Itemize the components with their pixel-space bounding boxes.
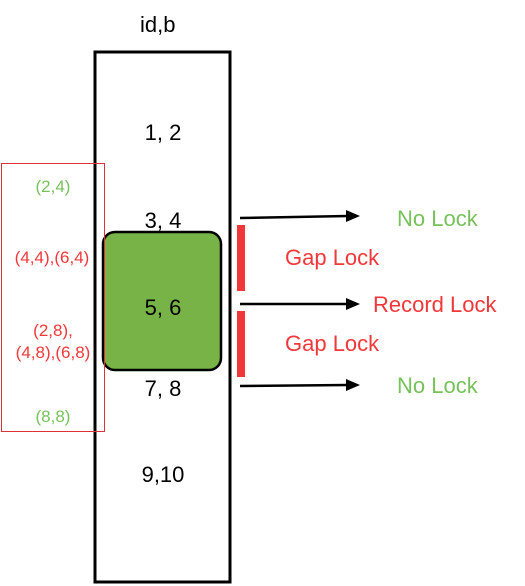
index-row-4: 7, 8: [144, 376, 182, 401]
insert-tuples-box: [1, 163, 105, 432]
locked-record-highlight: [101, 230, 223, 372]
tuple-group-1: (2,4): [1, 176, 105, 198]
bottom-no-lock-label: No Lock: [397, 373, 478, 398]
gap-lock-bar-lower: [237, 311, 245, 377]
arrow-record-lock: [240, 298, 360, 310]
arrow-bottom-no-lock: [239, 379, 360, 391]
index-column-title: id,b: [140, 12, 176, 37]
index-row-3-locked: 5, 6: [144, 295, 182, 320]
index-row-1: 1, 2: [144, 120, 182, 145]
gap-lock-bar-upper: [237, 225, 245, 291]
tuple-text: (4,8),(6,8): [15, 343, 91, 362]
gap-lock-label-upper: Gap Lock: [285, 245, 380, 270]
tuple-group-2: (4,4),(6,4): [0, 247, 104, 269]
arrow-top-no-lock: [239, 210, 360, 222]
gap-lock-label-lower: Gap Lock: [285, 331, 380, 356]
tuple-text: (4,4),(6,4): [14, 248, 90, 267]
tuple-group-4: (8,8): [1, 406, 105, 428]
tuple-text: (8,8): [35, 407, 71, 426]
tuple-group-3: (2,8), (4,8),(6,8): [1, 320, 105, 364]
tuple-text: (2,8),: [33, 321, 73, 340]
tuple-text: (2,4): [35, 177, 71, 196]
index-row-2: 3, 4: [144, 208, 182, 233]
record-lock-label: Record Lock: [373, 292, 497, 317]
index-column-box: [93, 50, 232, 584]
top-no-lock-label: No Lock: [397, 206, 478, 231]
index-row-5: 9,10: [141, 462, 185, 487]
